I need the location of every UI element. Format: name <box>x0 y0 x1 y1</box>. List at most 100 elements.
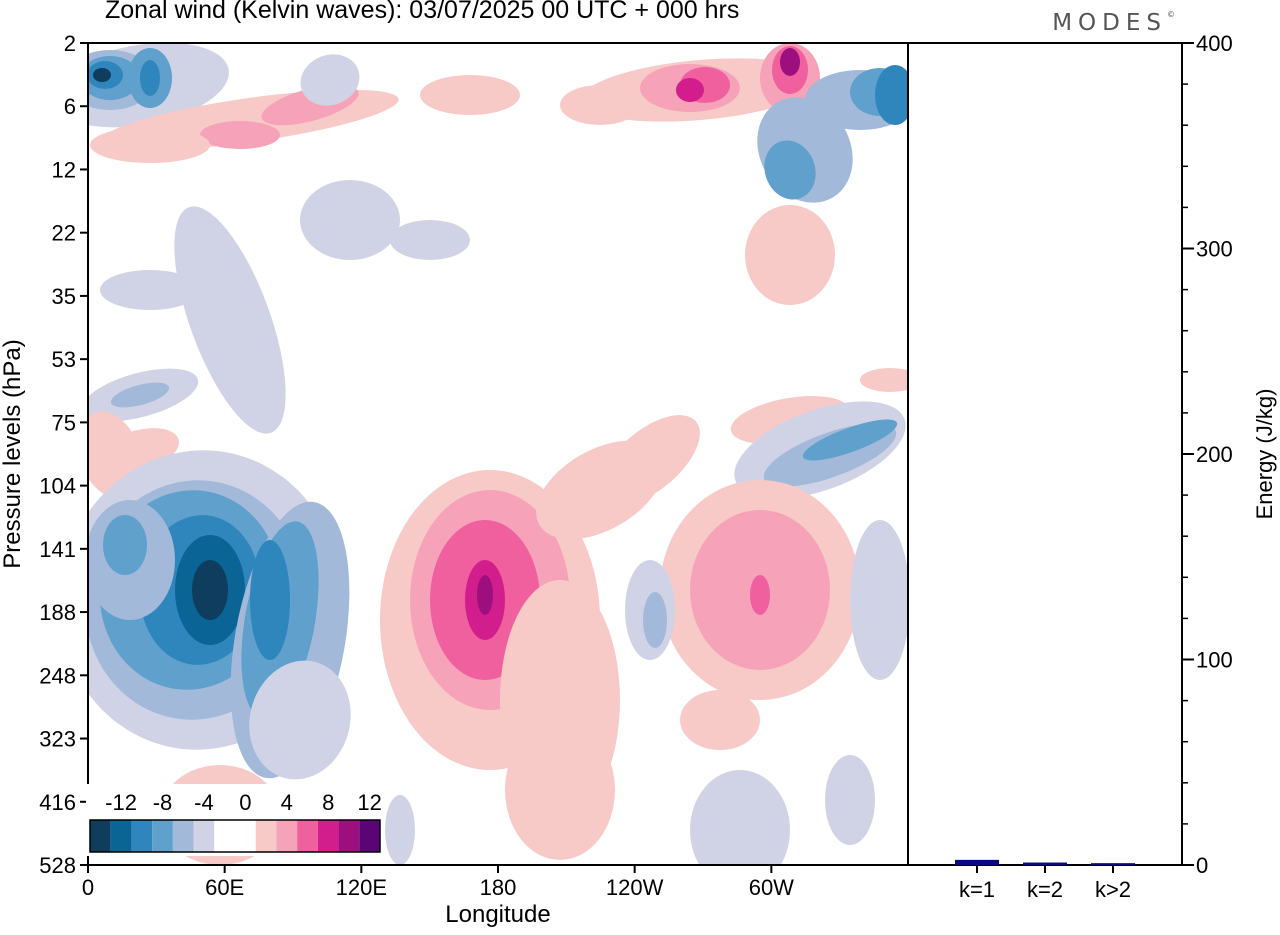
y-tick-label: 141 <box>39 537 76 562</box>
colorbar-label: 0 <box>239 790 251 815</box>
easterly-contour <box>850 520 908 680</box>
x-tick-label: 60W <box>749 875 794 900</box>
westerly-contour <box>600 415 700 505</box>
colorbar-label: -8 <box>153 790 173 815</box>
energy-bars: k=1 k=2 k>2 <box>955 859 1135 902</box>
easterly-contour <box>249 660 351 780</box>
y-tick-label: 188 <box>39 600 76 625</box>
y-tick-label: 6 <box>64 94 76 119</box>
brand-mark: © <box>1167 10 1175 19</box>
colorbar-swatch <box>359 820 380 852</box>
westerly-contour <box>780 48 800 76</box>
colorbar-label: -4 <box>194 790 214 815</box>
easterly-contour <box>110 382 170 408</box>
y-tick-label: 104 <box>39 474 76 499</box>
x-axis-label: Longitude <box>445 901 550 928</box>
y-tick-label: 416 <box>39 790 76 815</box>
easterly-contour <box>100 270 200 310</box>
energy-category-label: k>2 <box>1095 877 1131 902</box>
energy-axis-label: Energy (J/kg) <box>1252 389 1277 520</box>
energy-tick-label: 200 <box>1196 442 1233 467</box>
energy-panel: k=1 k=2 k>2 0 100 200 300 400 Energy (J/kg) <box>907 31 1277 902</box>
colorbar-swatch <box>110 820 132 852</box>
colorbar-swatch <box>193 820 215 852</box>
easterly-contour <box>250 540 290 660</box>
colorbar-swatch <box>255 820 277 852</box>
colorbar-label: 12 <box>357 790 381 815</box>
westerly-contour <box>860 368 908 392</box>
y-tick-label: 2 <box>64 31 76 56</box>
y-tick-label: 248 <box>39 663 76 688</box>
easterly-contour <box>825 755 875 845</box>
brand-logo: MODES© <box>1052 10 1175 36</box>
colorbar: -12 -8 -4 0 4 8 12 <box>86 784 384 856</box>
easterly-contour <box>643 592 667 648</box>
x-tick-label: 0 <box>82 875 94 900</box>
colorbar-swatch <box>90 820 111 852</box>
y-axis-label: Pressure levels (hPa) <box>0 339 26 568</box>
x-tick-label: 60E <box>205 875 244 900</box>
colorbar-swatch <box>172 820 194 852</box>
colorbar-swatch <box>276 820 298 852</box>
easterly-contour <box>300 180 400 260</box>
colorbar-swatch <box>152 820 173 852</box>
colorbar-label: -12 <box>105 790 137 815</box>
y-tick-label: 528 <box>39 853 76 878</box>
chart-title: Zonal wind (Kelvin waves): 03/07/2025 00… <box>105 0 740 24</box>
y-tick-label: 35 <box>52 284 76 309</box>
easterly-contour <box>103 515 147 575</box>
energy-frame <box>907 42 1183 866</box>
colorbar-swatch <box>297 820 318 852</box>
easterly-contour <box>802 419 898 461</box>
westerly-contour <box>750 575 770 615</box>
colorbar-frame <box>89 819 381 853</box>
westerly-contour <box>745 205 835 305</box>
westerly-contour <box>676 78 704 102</box>
energy-tick-label: 400 <box>1196 31 1233 56</box>
westerly-contour <box>90 127 210 163</box>
easterly-contour <box>300 54 360 106</box>
y-tick-label: 22 <box>52 221 76 246</box>
y-tick-label: 323 <box>39 727 76 752</box>
easterly-contour <box>192 560 228 620</box>
easterly-contour <box>764 140 816 200</box>
y-tick-label: 53 <box>52 347 76 372</box>
easterly-contour <box>385 795 415 865</box>
colorbar-swatch <box>131 820 153 852</box>
x-tick-label: 120W <box>606 875 664 900</box>
y-tick-label: 75 <box>52 410 76 435</box>
energy-tick-label: 0 <box>1196 853 1208 878</box>
energy-bar <box>955 859 999 865</box>
colorbar-label: 8 <box>322 790 334 815</box>
energy-category-label: k=1 <box>959 877 995 902</box>
energy-axis: 0 100 200 300 400 <box>1182 31 1233 878</box>
pressure-axis: 2 6 12 22 35 53 75 104 141 188 248 323 416 528 <box>39 31 88 878</box>
easterly-contour <box>690 770 790 865</box>
easterly-contour <box>140 60 160 96</box>
colorbar-swatch <box>214 820 235 852</box>
x-tick-label: 180 <box>480 875 517 900</box>
colorbar-swatch <box>235 820 256 852</box>
energy-bar <box>1023 862 1067 865</box>
westerly-contour <box>680 690 760 750</box>
energy-tick-label: 300 <box>1196 237 1233 262</box>
colorbar-label: 4 <box>281 790 293 815</box>
westerly-contour <box>200 121 280 149</box>
energy-tick-label: 100 <box>1196 648 1233 673</box>
contour-field <box>88 43 908 865</box>
x-tick-label: 120E <box>336 875 387 900</box>
colorbar-swatch <box>338 820 360 852</box>
easterly-contour <box>93 68 111 82</box>
westerly-contour <box>420 75 520 115</box>
easterly-contour <box>875 65 908 125</box>
westerly-contour <box>505 720 615 860</box>
hovmoller-panel: 2 6 12 22 35 53 75 104 141 188 248 323 416 528 0 60E 12… <box>0 31 909 928</box>
y-tick-label: 12 <box>52 157 76 182</box>
easterly-contour <box>390 220 470 260</box>
energy-category-label: k=2 <box>1027 877 1063 902</box>
easterly-contour <box>174 206 286 434</box>
energy-bar <box>1091 863 1135 865</box>
longitude-axis: 0 60E 120E 180 120W 60W <box>82 865 794 900</box>
